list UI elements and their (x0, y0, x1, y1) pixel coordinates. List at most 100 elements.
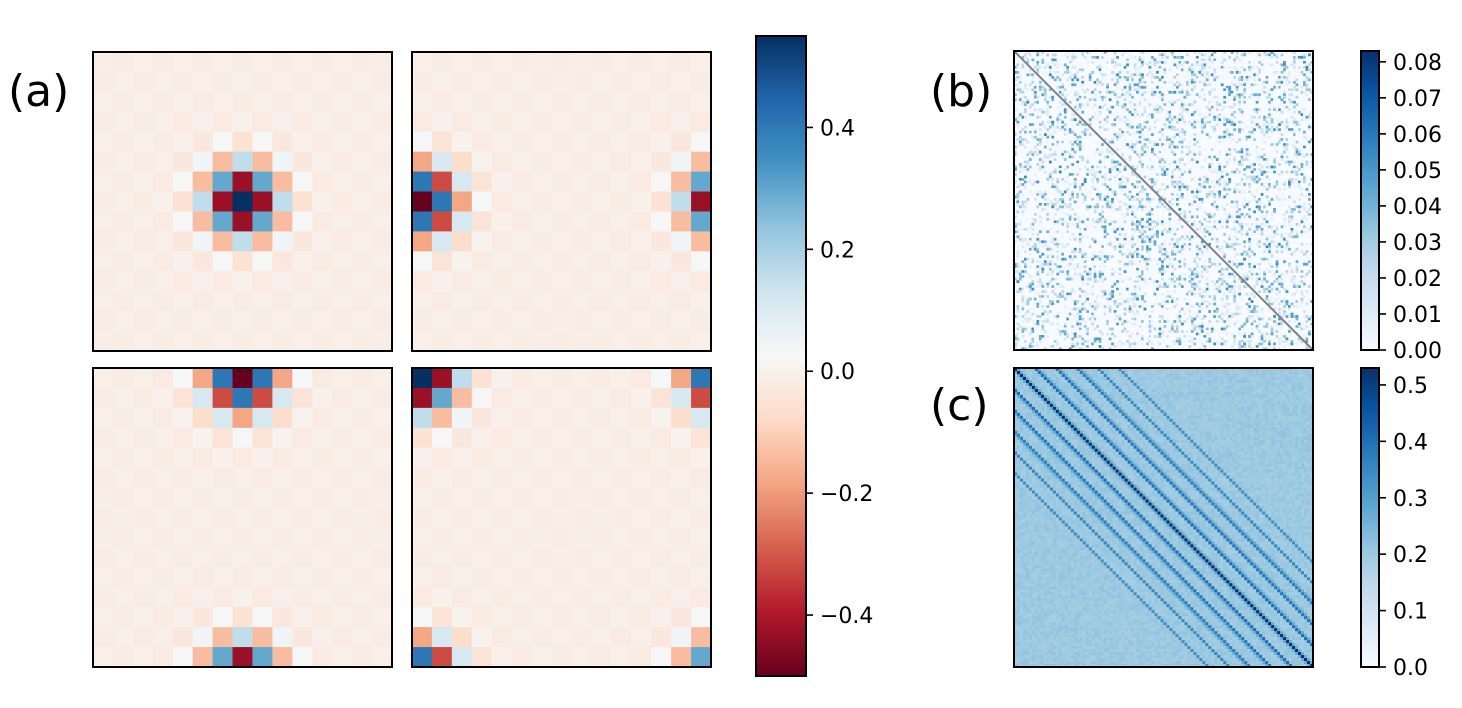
heatmap-cell (1175, 198, 1179, 201)
heatmap-cell (1113, 180, 1117, 184)
heatmap-cell (651, 627, 672, 648)
heatmap-cell (451, 311, 473, 332)
heatmap-cell (1223, 130, 1227, 134)
heatmap-cell (1223, 105, 1227, 109)
heatmap-cell (1156, 70, 1159, 74)
heatmap-cell (1121, 105, 1124, 109)
heatmap-cell (1275, 250, 1279, 254)
heatmap-cell (1310, 90, 1314, 94)
heatmap-cell (1255, 232, 1259, 236)
heatmap-cell (591, 507, 612, 529)
heatmap-cell (1210, 237, 1214, 241)
heatmap-cell (1078, 168, 1082, 171)
heatmap-cell (1038, 143, 1042, 146)
heatmap-cell (1108, 110, 1112, 114)
heatmap-cell (1161, 267, 1164, 271)
heatmap-cell (1283, 63, 1286, 67)
heatmap-cell (1143, 51, 1147, 54)
heatmap-cell (1136, 153, 1139, 156)
heatmap-cell (1288, 88, 1291, 92)
heatmap-cell (272, 291, 293, 312)
heatmap-cell (132, 607, 154, 628)
heatmap-cell (1190, 78, 1194, 82)
heatmap-cell (1210, 202, 1214, 206)
heatmap-cell (1245, 155, 1249, 159)
heatmap-cell (1131, 227, 1134, 231)
panel-a-colorbar: −0.4−0.20.00.20.4 (755, 35, 873, 677)
heatmap-cell (132, 171, 154, 193)
heatmap-cell (272, 151, 293, 173)
heatmap-cell (1243, 198, 1247, 201)
heatmap-cell (531, 407, 553, 429)
heatmap-cell (691, 487, 712, 509)
heatmap-cell (292, 331, 313, 352)
heatmap-cell (232, 91, 254, 113)
heatmap-cell (1103, 267, 1107, 271)
heatmap-cell (1253, 195, 1256, 199)
heatmap-cell (1123, 158, 1127, 161)
heatmap-cell (1141, 138, 1144, 141)
heatmap-cell (1288, 133, 1291, 137)
heatmap-cell (1310, 95, 1314, 99)
heatmap-cell (1161, 257, 1164, 261)
heatmap-cell (272, 368, 293, 389)
heatmap-cell (1233, 53, 1237, 57)
heatmap-cell (1293, 65, 1296, 69)
heatmap-cell (252, 151, 273, 173)
heatmap-cell (312, 547, 333, 568)
heatmap-cell (1215, 75, 1219, 79)
heatmap-cell (1218, 165, 1222, 169)
heatmap-cell (1170, 160, 1174, 164)
heatmap-cell (1106, 60, 1109, 64)
heatmap-cell (192, 151, 214, 173)
heatmap-cell (1061, 178, 1065, 181)
heatmap-cell (1250, 163, 1254, 166)
heatmap-cell (1238, 160, 1242, 164)
heatmap-cell (1258, 188, 1261, 191)
heatmap-cell (1041, 270, 1045, 274)
heatmap-cell (691, 447, 712, 469)
heatmap-cell (1138, 123, 1142, 127)
heatmap-cell (172, 171, 194, 193)
heatmap-cell (1308, 100, 1311, 104)
heatmap-cell (1113, 230, 1117, 234)
heatmap-cell (1151, 88, 1154, 92)
heatmap-cell (1255, 180, 1259, 184)
heatmap-cell (1285, 148, 1289, 151)
heatmap-cell (1258, 125, 1261, 129)
heatmap-cell (1183, 212, 1187, 216)
heatmap-cell (1168, 210, 1172, 214)
heatmap-cell (1103, 257, 1107, 261)
heatmap-cell (1038, 212, 1042, 216)
heatmap-cell (1111, 205, 1114, 209)
heatmap-cell (1293, 160, 1296, 164)
heatmap-cell (1033, 212, 1037, 216)
heatmap-cell (1208, 225, 1212, 229)
heatmap-cell (192, 527, 214, 548)
heatmap-cell (1253, 198, 1256, 201)
heatmap-cell (1295, 73, 1299, 77)
heatmap-cell (1225, 58, 1229, 62)
heatmap-cell (1210, 85, 1214, 89)
heatmap-cell (1088, 173, 1092, 176)
heatmap-cell (1061, 125, 1065, 129)
heatmap-cell (172, 91, 194, 113)
heatmap-cell (1170, 145, 1174, 149)
heatmap-cell (1208, 65, 1212, 69)
heatmap-cell (471, 171, 493, 193)
heatmap-cell (1033, 217, 1037, 221)
heatmap-cell (312, 111, 333, 133)
heatmap-cell (1046, 155, 1050, 159)
heatmap-cell (1175, 80, 1179, 84)
heatmap-cell (132, 151, 154, 173)
heatmap-cell (1038, 265, 1042, 269)
heatmap-cell (651, 91, 672, 113)
heatmap-cell (132, 111, 154, 133)
heatmap-cell (1265, 90, 1269, 94)
heatmap-cell (1295, 133, 1299, 137)
heatmap-cell (1111, 190, 1114, 194)
heatmap-cell (1260, 128, 1264, 132)
heatmap-cell (1240, 232, 1244, 236)
heatmap-cell (1215, 95, 1219, 99)
heatmap-cell (1170, 105, 1174, 109)
